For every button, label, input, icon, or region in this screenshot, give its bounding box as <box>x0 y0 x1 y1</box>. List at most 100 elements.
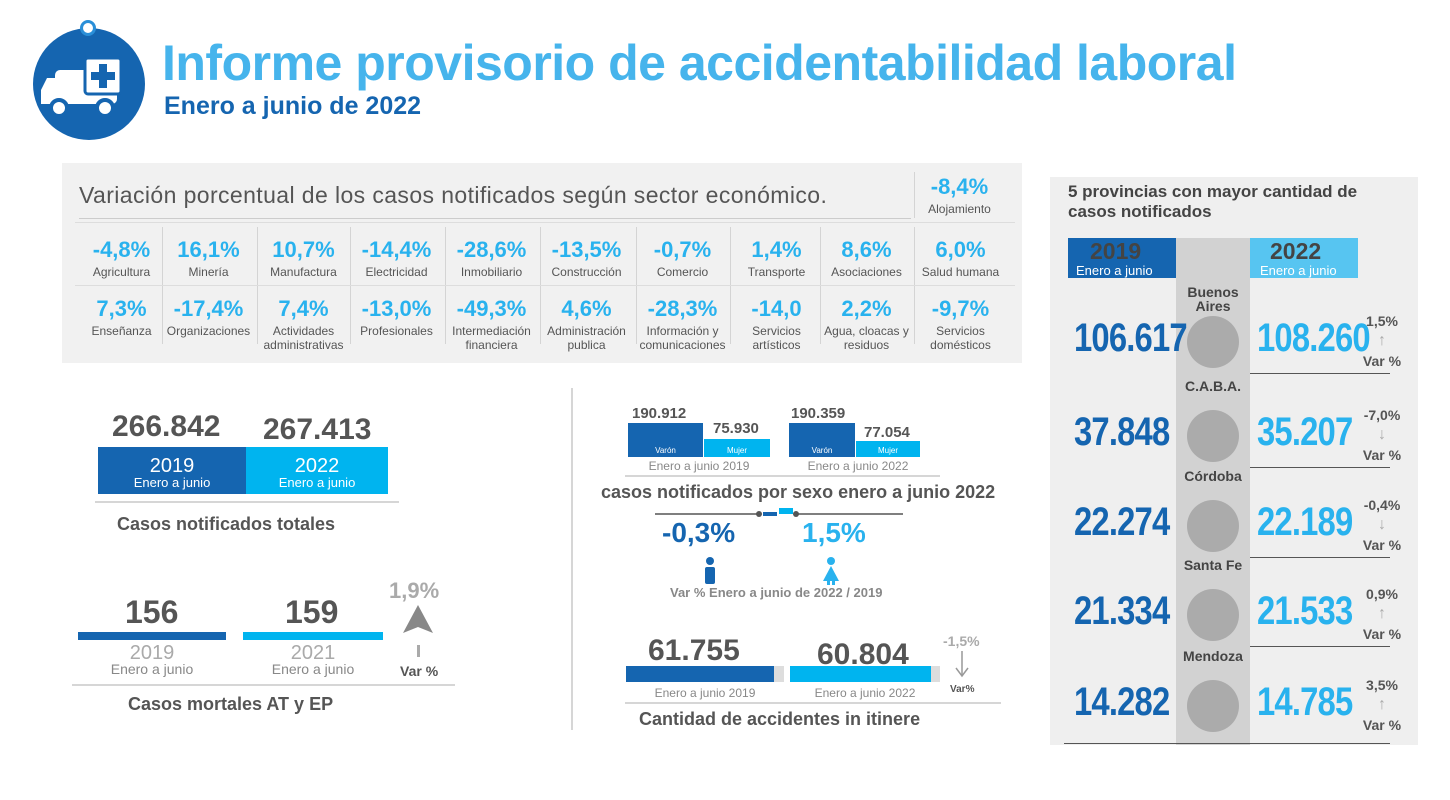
period-label: Enero a junio 2019 <box>654 686 756 700</box>
sector-label: Transporte <box>747 265 806 279</box>
year-label: 2019 <box>149 455 195 477</box>
divider <box>625 475 940 477</box>
province-var: 3,5% <box>1366 677 1398 693</box>
sector-value: 2,2% <box>841 296 892 321</box>
var-label: Var% <box>950 684 975 695</box>
sector-value: 6,0% <box>935 237 986 262</box>
divider <box>820 286 821 344</box>
sector-label: Construcción <box>551 265 622 279</box>
province-map-icon <box>1187 500 1239 552</box>
sector-label: Salud humana <box>921 265 1000 279</box>
totals-caption: Casos notificados totales <box>117 514 336 534</box>
arrow-icon: ↓ <box>1378 516 1386 533</box>
sector-cell-alojamiento: -8,4% Alojamiento <box>912 174 1007 216</box>
ambulance-icon <box>41 56 123 118</box>
province-2022-value: 35.207 <box>1257 410 1353 454</box>
var-label: Var % <box>1362 537 1402 553</box>
sector-value: 1,4% <box>751 237 802 262</box>
sector-label: Actividades administrativas <box>263 324 344 352</box>
sector-panel <box>62 163 1022 363</box>
sector-cell: -17,4% Organizaciones <box>161 296 256 338</box>
sector-value: -9,7% <box>931 296 990 321</box>
divider <box>636 227 637 285</box>
sector-value: -13,5% <box>551 237 622 262</box>
province-2022-value: 14.785 <box>1257 680 1353 724</box>
totals-2019-bar: 2019 Enero a junio <box>98 447 246 494</box>
itinere-2019-value: 61.755 <box>648 634 740 667</box>
sector-value: -28,6% <box>456 237 527 262</box>
province-var: -0,4% <box>1363 497 1401 513</box>
var-label: Var % <box>1362 353 1402 369</box>
divider <box>445 227 446 285</box>
sector-title: Variación porcentual de los casos notifi… <box>79 182 828 208</box>
period-label: Enero a junio <box>278 475 356 490</box>
sector-value: -8,4% <box>930 174 989 199</box>
sector-cell: -14,4% Electricidad <box>349 237 444 279</box>
itinere-2022-bar <box>790 666 931 682</box>
province-name: C.A.B.A. <box>1185 378 1241 394</box>
divider <box>257 286 258 344</box>
province-name: Buenos Aires <box>1187 284 1239 314</box>
period-label: Enero a junio <box>271 661 355 677</box>
totals-2019-value: 266.842 <box>112 410 221 443</box>
varon-2022-bar: Varón <box>789 423 855 457</box>
sector-cell: 8,6% Asociaciones <box>819 237 914 279</box>
sector-label: Comercio <box>656 265 709 279</box>
sector-label: Administración publica <box>547 324 626 352</box>
divider <box>914 286 915 344</box>
sector-label: Agua, cloacas y residuos <box>824 324 909 352</box>
divider <box>75 285 1015 286</box>
year-label: 2019 <box>1090 238 1142 264</box>
divider <box>730 286 731 344</box>
divider <box>95 501 399 503</box>
province-map-icon <box>1187 589 1239 641</box>
province-var: -7,0% <box>1363 407 1401 423</box>
sector-cell: 6,0% Salud humana <box>913 237 1008 279</box>
var-label: Var % <box>400 663 439 679</box>
divider <box>820 227 821 285</box>
period-label: Enero a junio 2022 <box>807 459 909 473</box>
mujer-2022-value: 77.054 <box>864 424 910 441</box>
divider <box>162 227 163 285</box>
sexo-caption: casos notificados por sexo enero a junio… <box>601 482 996 502</box>
sector-value: -13,0% <box>361 296 432 321</box>
var-label: Var % <box>1362 626 1402 642</box>
sector-cell: -28,3% Información y comunicaciones <box>635 296 730 352</box>
sector-value: -4,8% <box>92 237 151 262</box>
divider <box>636 286 637 344</box>
varon-2019-bar: Varón <box>628 423 703 457</box>
period-label: Enero a junio <box>1260 263 1337 278</box>
sector-label: Servicios artísticos <box>752 324 801 352</box>
divider <box>1064 743 1390 744</box>
mortales-var: 1,9% <box>389 578 440 603</box>
sector-label: Intermediación financiera <box>452 324 531 352</box>
provincias-middle-column <box>1176 238 1250 745</box>
divider <box>914 227 915 285</box>
divider <box>75 222 1015 223</box>
divider <box>72 684 455 686</box>
sector-cell: -13,5% Construcción <box>539 237 634 279</box>
varon-label: Varón <box>811 446 833 455</box>
period-label: Enero a junio <box>1076 263 1153 278</box>
mujer-label: Mujer <box>877 446 898 455</box>
sector-cell: -4,8% Agricultura <box>74 237 169 279</box>
mortales-caption: Casos mortales AT y EP <box>128 694 334 714</box>
mujer-label: Mujer <box>726 446 747 455</box>
province-2022-value: 21.533 <box>1257 589 1353 633</box>
arrow-icon: ↑ <box>1378 332 1386 349</box>
sector-cell: 4,6% Administración publica <box>539 296 634 352</box>
province-2019-value: 22.274 <box>1074 500 1170 544</box>
arrow-icon: ↑ <box>1378 605 1386 622</box>
mujer-2019-value: 75.930 <box>713 420 759 437</box>
sector-cell: 7,3% Enseñanza <box>74 296 169 338</box>
year-label: 2019 <box>129 642 175 664</box>
divider <box>540 286 541 344</box>
arrow-up-icon <box>403 605 433 657</box>
sexo-var-caption: Var % Enero a junio de 2022 / 2019 <box>670 585 883 600</box>
totals-2022-value: 267.413 <box>263 413 372 446</box>
year-label: 2022 <box>1270 238 1322 264</box>
sector-value: -49,3% <box>456 296 527 321</box>
divider <box>1250 557 1390 558</box>
male-icon <box>705 557 715 584</box>
sexo-connector <box>655 508 903 517</box>
